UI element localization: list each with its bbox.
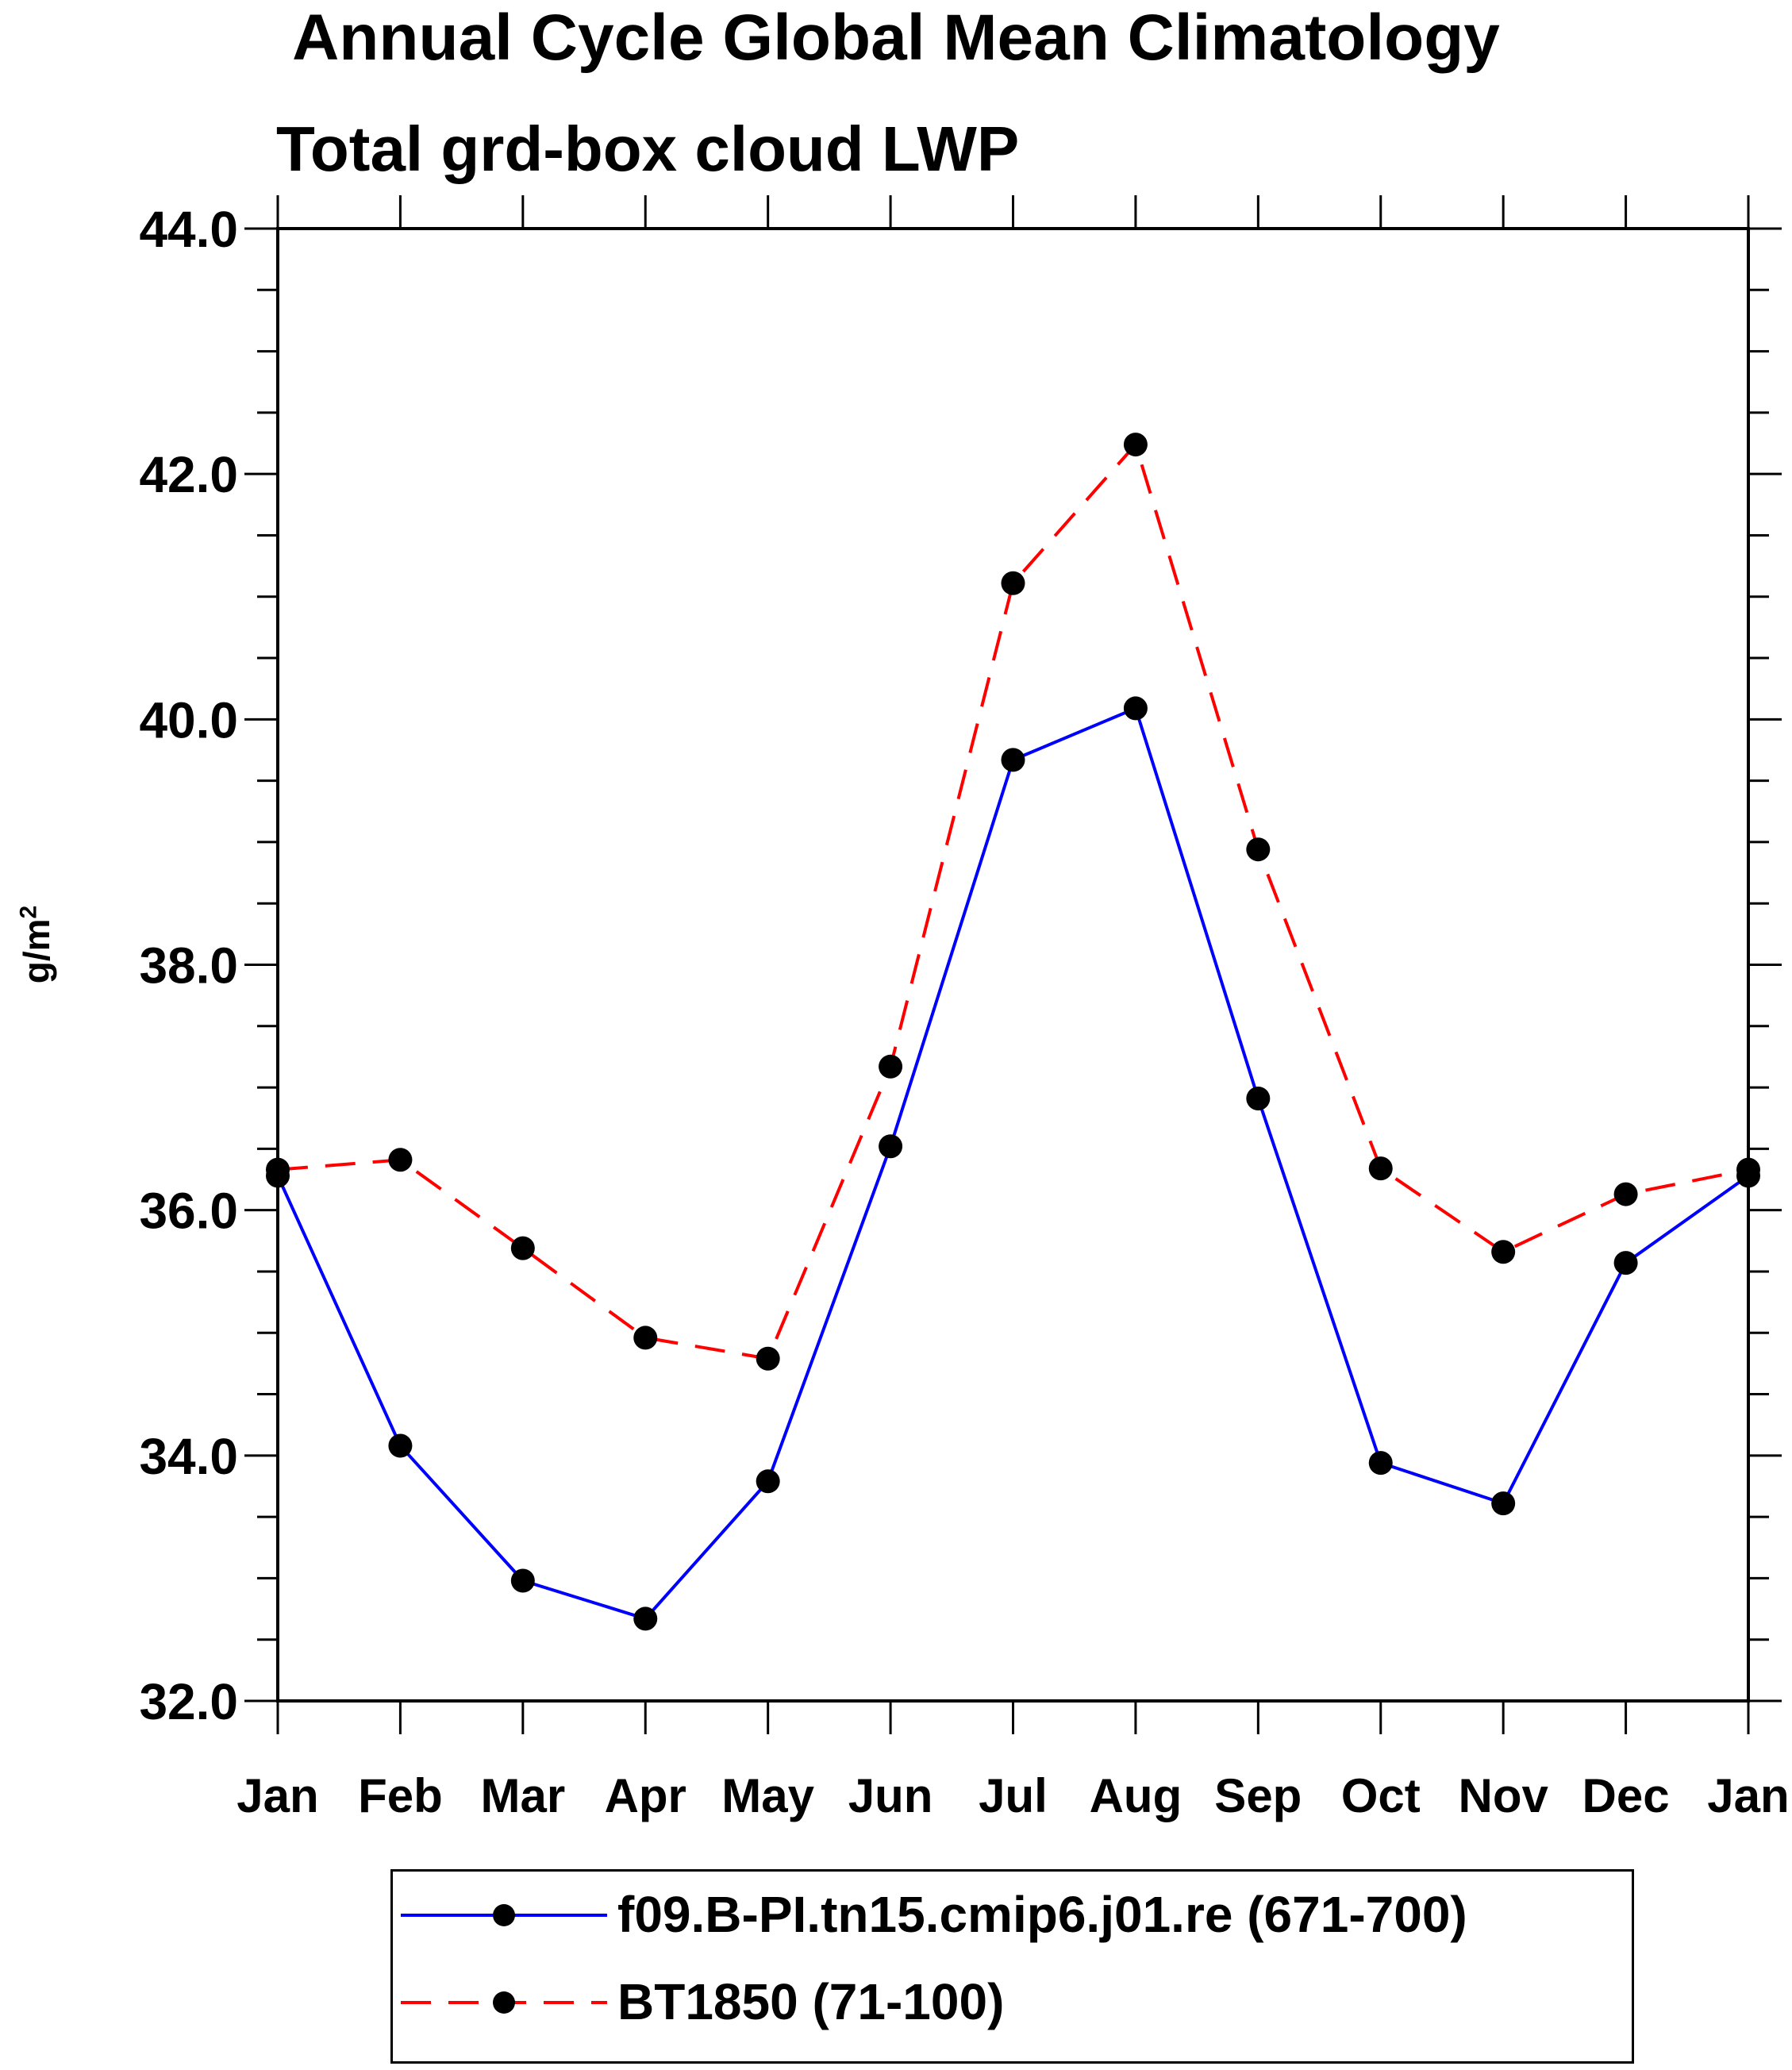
y-tick-label: 42.0 <box>139 446 238 503</box>
x-tick-label: Apr <box>605 1769 686 1822</box>
data-point-series-1 <box>1491 1491 1516 1516</box>
data-point-series-2 <box>388 1148 413 1172</box>
data-point-series-1 <box>1246 1086 1271 1110</box>
data-point-series-2 <box>633 1325 658 1350</box>
data-point-series-1 <box>879 1134 903 1159</box>
data-point-series-2 <box>266 1157 290 1182</box>
legend-label-series-2: BT1850 (71-100) <box>617 1973 1005 2030</box>
data-point-series-2 <box>756 1346 780 1371</box>
x-tick-label: May <box>721 1769 814 1822</box>
data-point-series-2 <box>1491 1240 1516 1264</box>
x-tick-label: Sep <box>1214 1769 1302 1822</box>
x-tick-label: Jan <box>1707 1769 1789 1822</box>
data-point-series-2 <box>1613 1182 1638 1206</box>
data-point-series-2 <box>1123 433 1148 457</box>
data-point-series-2 <box>1246 837 1271 862</box>
tick-marks <box>244 195 1782 1734</box>
x-tick-labels: Jan Feb Mar Apr May Jun Jul Aug Sep Oct Nov Dec Jan <box>236 1769 1789 1822</box>
x-tick-label: Jun <box>848 1769 933 1822</box>
y-axis-label-exponent: 2 <box>15 905 42 919</box>
x-tick-label: Feb <box>358 1769 443 1822</box>
legend-item-series-1: f09.B-PI.tn15.cmip6.j01.re (671-700) <box>393 1872 1632 1959</box>
series-line-1 <box>276 706 1750 1621</box>
plot-frame <box>276 227 1750 1703</box>
chart-subtitle: Total grd-box cloud LWP <box>276 114 1020 184</box>
data-point-series-1 <box>1123 696 1148 721</box>
legend-line-dashed <box>401 1991 607 2014</box>
legend-item-series-2: BT1850 (71-100) <box>393 1959 1632 2046</box>
y-tick-label: 40.0 <box>139 691 238 748</box>
y-tick-label: 36.0 <box>139 1183 238 1240</box>
data-point-series-1 <box>1368 1451 1393 1476</box>
data-point-series-2 <box>510 1236 535 1260</box>
data-point-series-1 <box>510 1568 535 1593</box>
legend-label-series-1: f09.B-PI.tn15.cmip6.j01.re (671-700) <box>617 1886 1467 1943</box>
x-tick-label: Jan <box>236 1769 318 1822</box>
y-tick-label: 32.0 <box>139 1673 238 1730</box>
legend-line-solid <box>401 1904 607 1926</box>
legend-marker-icon <box>493 1904 515 1926</box>
x-tick-label: Mar <box>480 1769 565 1822</box>
chart-title: Annual Cycle Global Mean Climatology <box>292 2 1500 74</box>
data-point-series-2 <box>1001 571 1025 595</box>
x-tick-label: Aug <box>1090 1769 1182 1822</box>
data-point-series-2 <box>1736 1157 1760 1182</box>
legend: f09.B-PI.tn15.cmip6.j01.re (671-700) BT1… <box>390 1869 1634 2064</box>
x-tick-label: Jul <box>979 1769 1048 1822</box>
x-tick-label: Dec <box>1582 1769 1670 1822</box>
data-point-series-1 <box>388 1433 413 1458</box>
y-axis-label-text: g/m <box>16 918 57 984</box>
data-point-series-2 <box>879 1054 903 1079</box>
data-point-series-1 <box>1613 1251 1638 1275</box>
y-axis-label: g/m2 <box>15 906 58 983</box>
x-tick-label: Oct <box>1341 1769 1421 1822</box>
y-tick-label: 34.0 <box>139 1428 238 1485</box>
series-lines <box>266 433 1760 1631</box>
data-point-series-1 <box>1001 748 1025 772</box>
legend-marker-icon <box>493 1991 515 2014</box>
data-point-series-2 <box>1368 1156 1393 1181</box>
y-tick-labels: 32.0 34.0 36.0 38.0 40.0 42.0 44.0 <box>139 201 238 1730</box>
data-point-series-1 <box>633 1606 658 1631</box>
data-point-series-1 <box>756 1469 780 1494</box>
x-tick-label: Nov <box>1458 1769 1548 1822</box>
y-tick-label: 38.0 <box>139 937 238 995</box>
y-tick-label: 44.0 <box>139 201 238 258</box>
